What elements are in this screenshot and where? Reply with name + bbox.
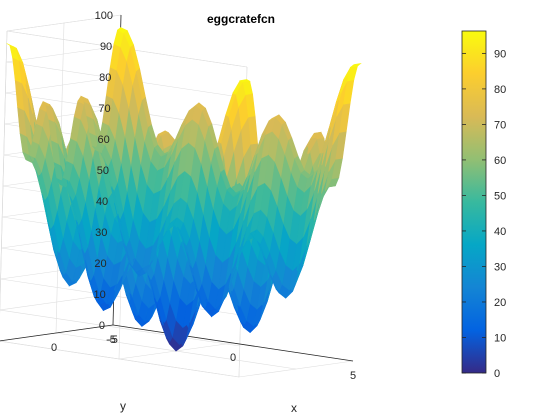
y-tick-label: 0	[51, 342, 57, 354]
z-tick-label: 100	[95, 10, 113, 22]
x-tick-label: 0	[230, 352, 236, 364]
box-edge	[6, 14, 122, 32]
z-tick-label: 30	[95, 227, 107, 239]
gridline	[0, 340, 240, 378]
colorbar-tick-label: 80	[494, 84, 506, 96]
colorbar-tick-label: 0	[494, 368, 500, 380]
z-tick-label: 70	[98, 103, 110, 115]
colorbar-tick-label: 30	[494, 261, 506, 273]
box-edge	[0, 30, 8, 314]
z-tick-label: 10	[94, 289, 106, 301]
x-axis-line	[112, 324, 354, 362]
z-tick-label: 50	[97, 165, 109, 177]
colorbar-tick-label: 10	[494, 332, 506, 344]
y-tick-label: -5	[106, 334, 116, 346]
z-tick-label: 40	[96, 196, 108, 208]
surface-patch	[349, 63, 362, 68]
colorbar-tick-label: 40	[494, 226, 506, 238]
colorbar-ticks: 0 10 20 30 40 50 60 70 80 90	[462, 48, 506, 380]
colorbar-tick-label: 70	[494, 119, 506, 131]
y-axis-line	[0, 324, 114, 342]
colorbar-tick-label: 60	[494, 155, 506, 167]
z-tick-label: 80	[99, 72, 111, 84]
y-axis-label: y	[120, 399, 126, 413]
surface-plot	[6, 27, 362, 352]
chart-title: eggcratefcn	[207, 12, 275, 26]
x-axis-label: x	[291, 401, 297, 415]
colorbar: 0 10 20 30 40 50 60 70 80 90	[461, 30, 506, 380]
gridline	[238, 360, 354, 378]
z-tick-label: 0	[99, 320, 105, 332]
z-tick-label: 90	[100, 41, 112, 53]
z-tick-label: 20	[94, 258, 106, 270]
z-tick-label: 60	[98, 134, 110, 146]
x-tick-label: -5	[108, 334, 118, 346]
colorbar-tick-label: 50	[494, 190, 506, 202]
colorbar-tick-label: 90	[494, 48, 506, 60]
x-tick-label: 5	[350, 370, 356, 382]
colorbar-tick-label: 20	[494, 297, 506, 309]
colorbar-gradient	[461, 30, 487, 374]
